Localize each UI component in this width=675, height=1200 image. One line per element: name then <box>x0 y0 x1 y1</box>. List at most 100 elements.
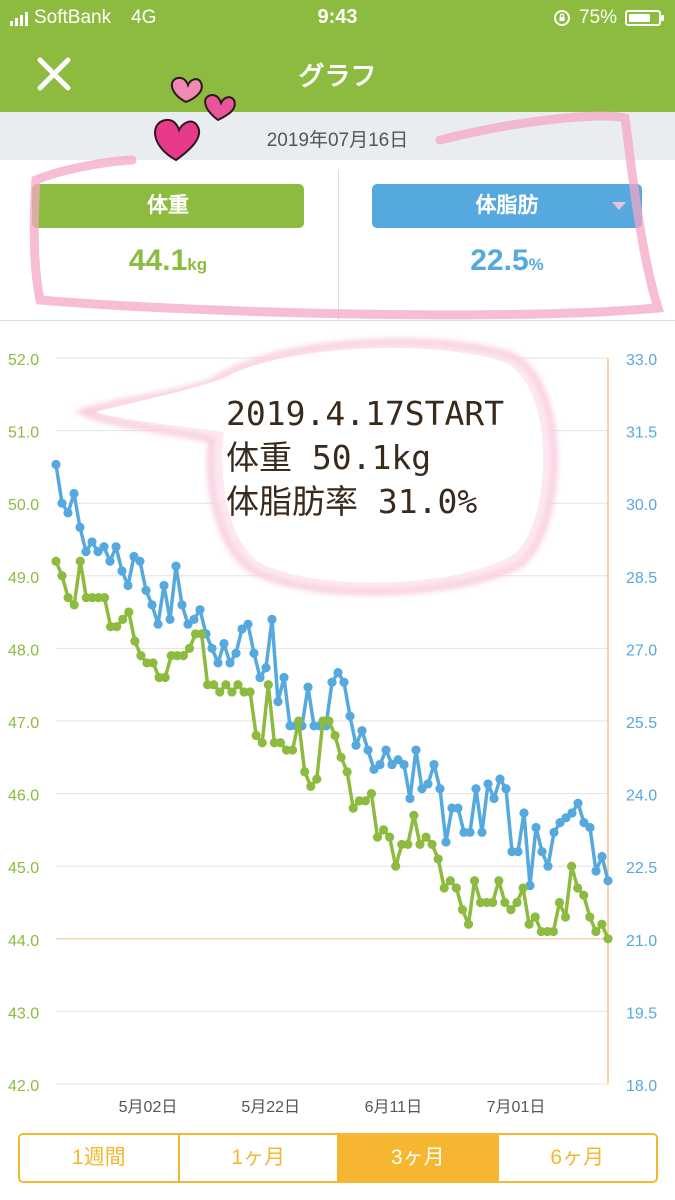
fat-data-point <box>435 784 445 794</box>
fat-data-point <box>243 619 253 629</box>
fat-value: 22.5% <box>372 244 642 278</box>
weight-data-point <box>69 600 79 610</box>
fat-dropdown-button[interactable]: 体脂肪 <box>372 184 642 228</box>
fat-data-point <box>207 643 217 653</box>
fat-data-point <box>273 697 283 707</box>
weight-data-point <box>366 789 377 799</box>
y-right-tick-label: 33.0 <box>626 352 657 369</box>
fat-data-point <box>117 566 127 576</box>
weight-data-point <box>500 897 510 908</box>
annotation-line-1: 2019.4.17START <box>226 394 505 433</box>
weight-data-point <box>209 680 219 690</box>
weight-tab-button[interactable]: 体重 <box>32 184 304 228</box>
battery-icon <box>625 10 664 26</box>
fat-data-point <box>279 672 289 683</box>
fat-data-point <box>147 600 157 610</box>
weight-data-point <box>603 934 613 944</box>
status-bar: SoftBank 4G 9:43 75% <box>0 0 675 36</box>
weight-data-point <box>567 861 577 871</box>
y-right-tick-label: 21.0 <box>626 933 657 950</box>
y-right-tick-label: 30.0 <box>626 497 657 514</box>
weight-data-point <box>312 774 322 784</box>
fat-data-point <box>87 537 97 547</box>
weight-data-point <box>178 651 188 661</box>
fat-data-point <box>477 827 487 837</box>
weight-data-point <box>99 592 110 603</box>
fat-data-point <box>345 711 355 721</box>
fat-data-point <box>513 847 523 857</box>
status-right: 75% <box>553 7 664 29</box>
x-tick-label: 7月01日 <box>487 1099 546 1116</box>
fat-data-point <box>111 542 121 552</box>
clock: 9:43 <box>317 6 358 28</box>
weight-data-point <box>306 781 316 791</box>
weight-unit: kg <box>187 255 208 274</box>
fat-data-point <box>573 798 583 808</box>
x-tick-label: 5月02日 <box>119 1099 178 1116</box>
weight-data-point <box>579 890 589 900</box>
weight-data-point <box>75 556 85 566</box>
fat-data-point <box>543 861 553 871</box>
weight-data-point <box>215 687 225 697</box>
fat-data-point <box>453 803 463 813</box>
y-left-tick-label: 51.0 <box>8 425 39 442</box>
fat-data-point <box>231 648 241 658</box>
fat-data-point <box>303 682 313 692</box>
weight-data-point <box>385 832 395 842</box>
y-left-tick-label: 48.0 <box>8 642 39 659</box>
fat-data-point <box>249 648 259 658</box>
fat-data-point <box>51 459 61 470</box>
weight-label: 体重 <box>147 194 189 217</box>
date-header: 2019年07月16日 <box>0 112 675 160</box>
weight-data-point <box>463 919 474 929</box>
weight-data-point <box>275 738 286 748</box>
x-tick-label: 5月22日 <box>241 1099 300 1116</box>
fat-data-point <box>405 793 415 804</box>
weight-data-point <box>391 861 401 871</box>
y-left-tick-label: 50.0 <box>8 497 39 514</box>
close-icon <box>37 57 71 91</box>
weight-data-point <box>494 876 504 886</box>
weight-data-point <box>585 912 595 922</box>
fat-data-point <box>189 614 199 624</box>
weight-data-point <box>427 839 437 850</box>
period-3-months[interactable]: 3ヶ月 <box>339 1135 499 1181</box>
y-right-tick-label: 28.5 <box>626 570 657 587</box>
period-1-month[interactable]: 1ヶ月 <box>179 1135 339 1181</box>
weight-data-point <box>591 926 601 937</box>
fat-data-point <box>105 556 115 566</box>
weight-data-point <box>227 687 237 697</box>
fat-data-point <box>423 779 433 789</box>
period-1-week[interactable]: 1週間 <box>20 1135 180 1181</box>
close-button[interactable] <box>30 52 78 96</box>
network-type: 4G <box>131 7 157 28</box>
y-right-tick-label: 31.5 <box>626 425 657 442</box>
selected-date: 2019年07月16日 <box>266 130 409 151</box>
fat-unit: % <box>528 255 544 274</box>
weight-data-point <box>469 876 480 886</box>
weight-data-point <box>196 629 207 639</box>
period-6-months[interactable]: 6ヶ月 <box>498 1135 656 1181</box>
weight-data-point <box>257 738 267 748</box>
y-left-tick-label: 43.0 <box>8 1005 39 1022</box>
weight-data-point <box>330 730 340 741</box>
weight-data-point <box>548 926 559 937</box>
weight-number: 44.1 <box>128 244 188 277</box>
weight-data-point <box>524 919 534 929</box>
dropdown-caret-icon <box>612 202 626 210</box>
fat-data-point <box>399 759 409 770</box>
fat-data-point <box>339 677 349 687</box>
weight-data-point <box>221 680 231 690</box>
y-right-tick-label: 18.0 <box>626 1078 657 1095</box>
fat-data-point <box>75 522 85 532</box>
orientation-lock-icon <box>553 10 570 26</box>
fat-data-point <box>213 658 223 668</box>
fat-data-point <box>267 614 277 624</box>
start-annotation: 2019.4.17START 体重 50.1kg 体脂肪率 31.0% <box>226 392 504 524</box>
weight-data-point <box>573 883 583 893</box>
page-title: グラフ <box>298 61 377 91</box>
fat-data-point <box>603 876 613 886</box>
fat-number: 22.5 <box>470 244 529 277</box>
weight-data-point <box>403 839 413 850</box>
fat-data-point <box>585 822 595 833</box>
